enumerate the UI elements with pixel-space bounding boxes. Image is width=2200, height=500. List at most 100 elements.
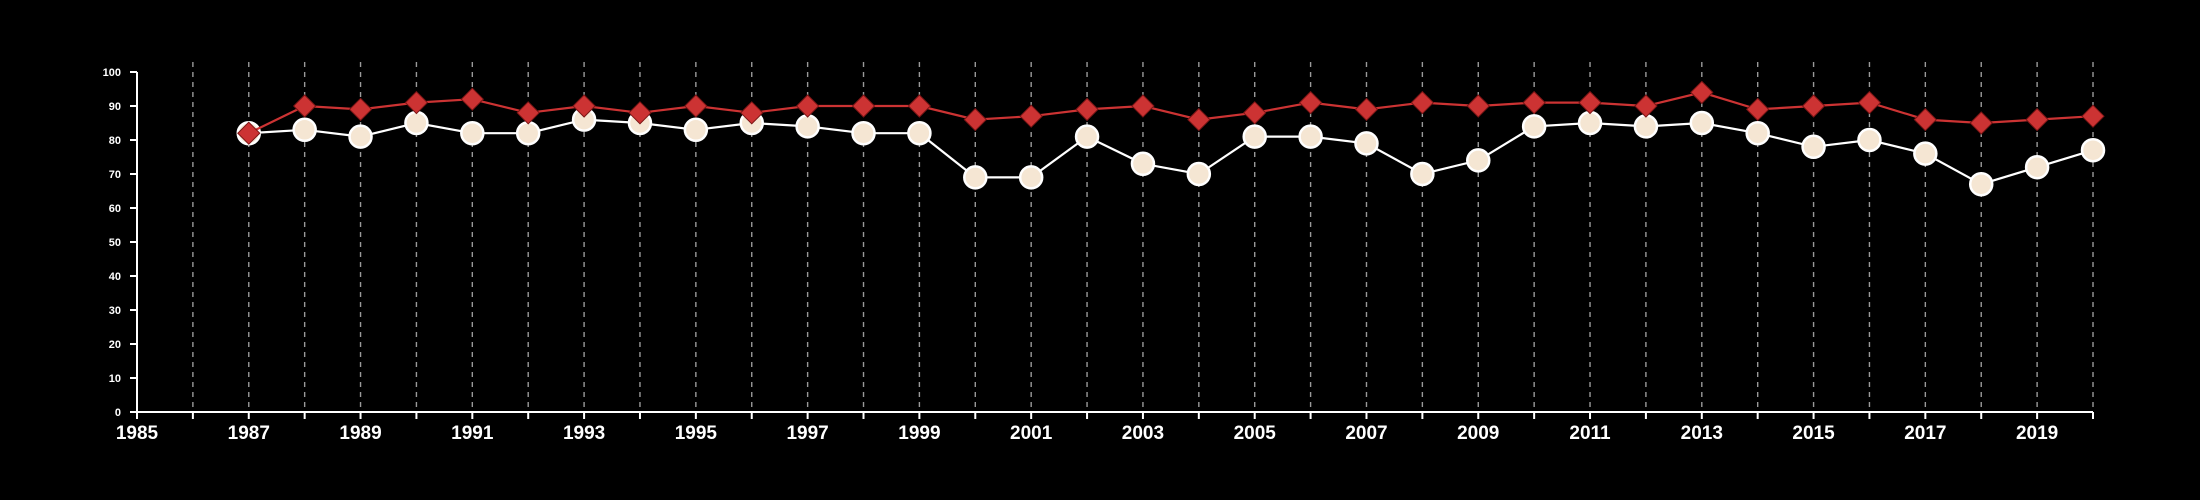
data-point xyxy=(1969,111,1993,135)
y-tick-label: 50 xyxy=(109,237,121,249)
data-point xyxy=(1186,161,1212,187)
data-point xyxy=(348,97,373,122)
data-point xyxy=(1410,161,1435,187)
y-tick-label: 20 xyxy=(109,339,121,351)
data-point xyxy=(740,101,764,125)
data-point xyxy=(2025,107,2049,132)
data-point xyxy=(1689,110,1715,136)
data-point xyxy=(1130,151,1156,177)
data-point xyxy=(684,94,708,118)
data-point xyxy=(963,107,987,132)
x-tick-label: 2017 xyxy=(1904,423,1946,444)
data-point xyxy=(1466,148,1491,173)
data-point xyxy=(1075,97,1099,122)
data-point xyxy=(348,124,373,149)
y-tick-label: 80 xyxy=(109,135,121,147)
x-tick-label: 2019 xyxy=(2016,423,2058,444)
series xyxy=(236,80,2106,197)
data-point xyxy=(2080,137,2106,163)
data-point xyxy=(460,87,485,111)
y-tick-label: 90 xyxy=(109,101,121,113)
data-point xyxy=(1354,131,1379,156)
data-point xyxy=(515,120,541,146)
data-point xyxy=(1913,141,1938,166)
data-point xyxy=(1298,124,1323,149)
data-point xyxy=(851,94,876,118)
x-tick-label: 2005 xyxy=(1234,423,1277,444)
x-tick-label: 1999 xyxy=(898,423,940,444)
data-point xyxy=(292,94,317,118)
data-point xyxy=(404,90,429,115)
data-point xyxy=(1578,90,1602,115)
x-tick-label: 2013 xyxy=(1681,423,1723,444)
data-point xyxy=(1633,114,1659,139)
series-line xyxy=(248,118,2094,186)
data-point xyxy=(572,94,596,118)
y-tick-label: 30 xyxy=(109,305,121,317)
data-point xyxy=(1968,171,1994,197)
x-tick-label: 2001 xyxy=(1010,423,1053,444)
data-point xyxy=(1131,94,1155,118)
data-point xyxy=(1410,90,1435,115)
y-tick-label: 100 xyxy=(103,67,121,79)
data-point xyxy=(1242,124,1267,149)
series-diamond xyxy=(237,80,2105,145)
data-point xyxy=(795,94,820,118)
data-point xyxy=(1074,124,1100,149)
x-tick-label: 1993 xyxy=(563,423,605,444)
data-point xyxy=(1243,101,1267,125)
x-tick-label: 2007 xyxy=(1345,423,1387,444)
axes: 0 10 20 30 40 50 60 70 80 90 100 1985 1987 1989 1991 19… xyxy=(103,67,2094,444)
data-point xyxy=(1019,104,1043,128)
data-point xyxy=(907,94,932,118)
data-point xyxy=(1577,110,1603,136)
y-tick-label: 60 xyxy=(109,203,121,215)
data-point xyxy=(1913,107,1938,132)
y-tick-label: 0 xyxy=(115,407,121,419)
y-tick-label: 70 xyxy=(109,169,121,181)
x-tick-label: 1995 xyxy=(675,423,718,444)
data-point xyxy=(1857,127,1882,153)
y-tick-label: 10 xyxy=(109,373,121,385)
y-tick-label: 40 xyxy=(109,271,121,283)
data-point xyxy=(795,114,820,139)
grid-lines xyxy=(192,62,2094,412)
x-tick-label: 1991 xyxy=(451,423,494,444)
x-tick-label: 2011 xyxy=(1569,423,1611,444)
data-point xyxy=(1801,94,1826,118)
data-point xyxy=(1521,114,1547,139)
data-point xyxy=(237,121,261,145)
series-line xyxy=(248,91,2094,135)
data-point xyxy=(460,120,485,146)
data-point xyxy=(1690,80,1714,105)
series-circle xyxy=(236,107,2106,197)
data-point xyxy=(516,101,540,125)
data-point xyxy=(1857,90,1882,115)
x-tick-label: 2015 xyxy=(1792,423,1835,444)
data-point xyxy=(1187,107,1211,132)
x-tick-label: 2003 xyxy=(1122,423,1164,444)
data-point xyxy=(2081,104,2105,128)
data-point xyxy=(628,101,652,125)
x-tick-label: 1985 xyxy=(116,423,159,444)
data-point xyxy=(1466,94,1490,118)
data-point xyxy=(1018,165,1044,190)
data-point xyxy=(1522,90,1546,115)
data-point xyxy=(1801,134,1826,160)
data-point xyxy=(907,120,932,146)
data-point xyxy=(851,120,876,146)
data-point xyxy=(963,165,988,190)
data-point xyxy=(1745,120,1770,146)
data-point xyxy=(1745,97,1770,122)
data-point xyxy=(2024,154,2050,180)
data-point xyxy=(1354,97,1379,122)
data-point xyxy=(1298,90,1323,115)
data-point xyxy=(404,110,429,136)
data-point xyxy=(683,117,709,143)
x-tick-label: 1997 xyxy=(786,423,828,444)
x-tick-label: 2009 xyxy=(1457,423,1499,444)
data-point xyxy=(1634,94,1658,118)
x-tick-label: 1987 xyxy=(228,423,270,444)
x-tick-label: 1989 xyxy=(339,423,381,444)
